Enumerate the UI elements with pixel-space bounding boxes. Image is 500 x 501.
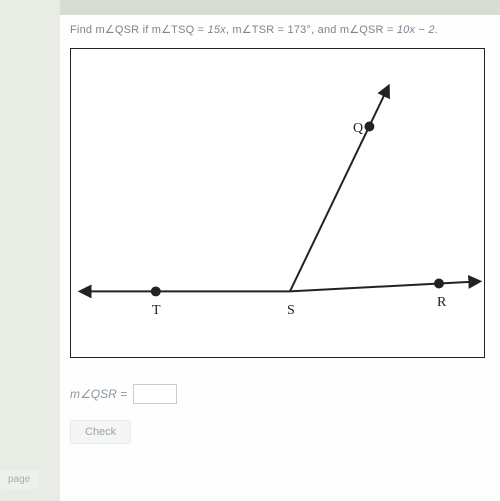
answer-row: m∠QSR = [70,384,490,404]
q-173: 173° [288,24,312,36]
q-expr1: 15x [208,24,226,36]
point-q [364,122,374,132]
content-area: Find m∠QSR if m∠TSQ = 15x, m∠TSR = 173°,… [60,15,500,501]
ray-sq [290,89,387,292]
point-t [151,286,161,296]
answer-label: m∠QSR = [70,387,127,401]
bottom-page-tab[interactable]: page [0,470,38,489]
label-r: R [437,295,446,311]
q-mid2: , and m∠QSR = [311,24,397,36]
check-button[interactable]: Check [70,420,131,444]
answer-input[interactable] [133,384,177,404]
q-prefix: Find m∠QSR if m∠TSQ = [70,24,208,36]
label-s: S [287,303,295,319]
geometry-diagram: T S R Q [70,48,485,358]
label-t: T [152,303,161,319]
question-text: Find m∠QSR if m∠TSQ = 15x, m∠TSR = 173°,… [70,23,490,36]
label-q: Q [353,121,363,137]
q-expr2: 10x − 2 [397,24,435,36]
diagram-svg [71,49,484,357]
left-sidebar-strip [0,0,60,501]
ray-sr [290,281,477,291]
point-r [434,279,444,289]
q-mid1: , m∠TSR = [226,24,288,36]
q-suffix: . [435,24,438,36]
